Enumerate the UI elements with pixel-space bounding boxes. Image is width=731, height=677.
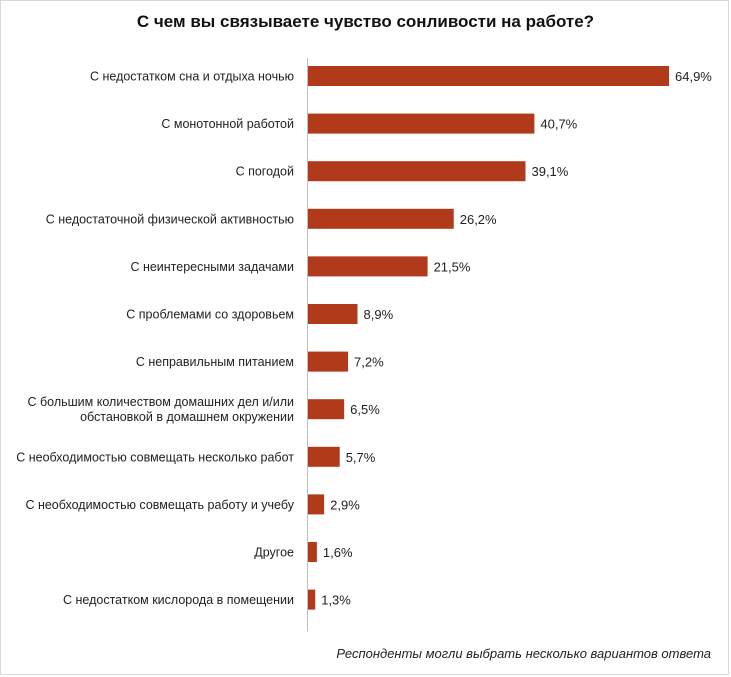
bar xyxy=(308,256,428,277)
value-label: 2,9% xyxy=(330,497,360,512)
bar xyxy=(308,304,358,324)
value-label: 5,7% xyxy=(346,450,376,465)
bar xyxy=(308,208,454,229)
chart-title: С чем вы связываете чувство сонливости н… xyxy=(136,12,595,31)
value-label: 8,9% xyxy=(364,307,394,322)
bar xyxy=(308,161,526,182)
category-label: С недостатком кислорода в помещении xyxy=(63,593,294,607)
bar xyxy=(308,542,317,562)
value-label: 1,6% xyxy=(323,545,353,560)
value-label: 6,5% xyxy=(350,402,380,417)
bar xyxy=(308,66,669,86)
footnote: Респонденты могли выбрать несколько вари… xyxy=(336,646,711,661)
category-label: С недостатком сна и отдыха ночью xyxy=(90,70,294,84)
bar xyxy=(308,494,325,515)
value-label: 7,2% xyxy=(354,355,384,370)
value-label: 39,1% xyxy=(531,164,568,179)
bar xyxy=(308,399,345,420)
value-label: 40,7% xyxy=(540,117,577,132)
bar xyxy=(308,113,535,134)
category-label: С неинтересными задачами xyxy=(130,260,294,274)
bar xyxy=(308,589,316,610)
bar xyxy=(308,351,349,372)
value-label: 21,5% xyxy=(434,259,471,274)
category-label: С монотонной работой xyxy=(161,117,294,131)
category-label: С проблемами со здоровьем xyxy=(126,308,294,322)
category-label: С погодой xyxy=(236,165,294,179)
value-label: 1,3% xyxy=(321,593,351,608)
category-label: С недостаточной физической активностью xyxy=(46,212,294,226)
value-label: 26,2% xyxy=(460,212,497,227)
category-label: С неправильным питанием xyxy=(136,355,294,369)
category-label: С большим количеством домашних дел и/или xyxy=(28,395,294,409)
bar xyxy=(308,446,340,467)
category-label: обстановкой в домашнем окружении xyxy=(80,410,294,424)
category-label: С необходимостью совмещать несколько раб… xyxy=(16,450,294,464)
category-label: С необходимостью совмещать работу и учеб… xyxy=(25,498,294,512)
value-label: 64,9% xyxy=(675,69,712,84)
category-label: Другое xyxy=(254,546,294,560)
